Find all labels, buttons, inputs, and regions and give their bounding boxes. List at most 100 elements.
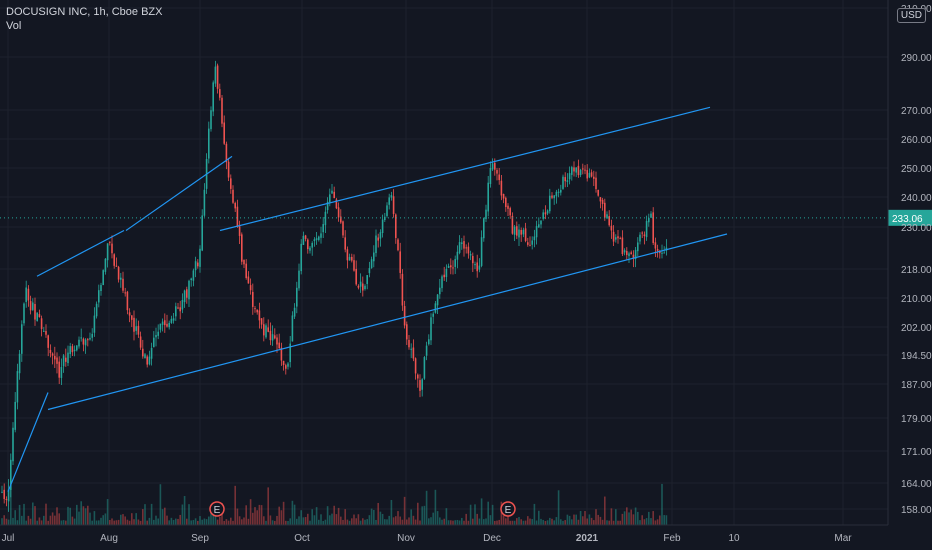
volume-bar: [150, 503, 153, 525]
candle-body: [326, 201, 329, 211]
volume-bar: [626, 507, 628, 525]
volume-bar: [643, 519, 646, 525]
volume-bar: [289, 518, 291, 525]
volume-bar: [544, 520, 547, 525]
volume-bar: [230, 517, 232, 525]
candle-body: [610, 225, 613, 231]
volume-bar: [263, 516, 265, 525]
candle-body: [302, 235, 305, 245]
candle-body: [606, 214, 608, 219]
candle-body: [3, 489, 5, 499]
candle-body: [560, 189, 562, 193]
volume-bar: [32, 502, 34, 525]
candle-body: [509, 208, 511, 216]
volume-bar: [491, 504, 494, 525]
volume-bar: [216, 519, 219, 525]
candle-body: [595, 177, 597, 190]
y-tick-label: 210.00: [901, 294, 932, 305]
candle-body: [340, 216, 342, 223]
candle-body: [535, 226, 538, 238]
candle-body: [155, 334, 157, 338]
volume-bar: [564, 520, 566, 525]
volume-bar: [315, 507, 318, 525]
candle-body: [395, 214, 397, 238]
volume-bar: [428, 518, 430, 525]
candle-body: [362, 283, 364, 291]
candle-body: [128, 312, 131, 316]
volume-bar: [190, 520, 192, 525]
volume-bar: [153, 519, 155, 525]
volume-bar: [582, 516, 584, 525]
volume-bar: [593, 520, 595, 525]
volume-bar: [115, 520, 118, 525]
candle-body: [474, 264, 476, 266]
volume-bar: [186, 518, 188, 525]
volume-bar: [597, 514, 599, 525]
volume-bar: [56, 507, 58, 525]
currency-badge[interactable]: USD: [896, 8, 926, 23]
volume-bar: [274, 520, 276, 525]
y-tick-label: 270.00: [901, 106, 932, 117]
volume-bar: [511, 520, 514, 525]
candle-body: [533, 236, 536, 241]
candle-body: [265, 325, 267, 338]
volume-bar: [194, 518, 197, 525]
candle-body: [38, 314, 41, 318]
candle-body: [7, 489, 10, 502]
candle-body: [423, 357, 426, 379]
candle-body: [500, 180, 503, 196]
y-tick-label: 158.00: [901, 505, 932, 516]
volume-bar: [62, 520, 65, 525]
volume-bar: [117, 519, 120, 525]
volume-bar: [128, 520, 131, 525]
candle-body: [225, 143, 228, 163]
volume-indicator-label[interactable]: Vol: [6, 20, 22, 32]
candle-body: [450, 265, 452, 268]
candle-body: [175, 306, 177, 317]
volume-bar: [260, 505, 263, 525]
volume-bar: [599, 516, 602, 525]
candle-body: [513, 226, 516, 235]
volume-bar: [432, 512, 434, 525]
volume-bar: [170, 517, 173, 525]
volume-bar: [423, 505, 426, 525]
volume-bar: [494, 520, 496, 525]
candle-body: [626, 251, 628, 255]
volume-bar: [146, 520, 148, 525]
volume-bar: [443, 518, 445, 525]
volume-bar: [192, 520, 195, 525]
volume-bar: [269, 515, 272, 525]
candle-body: [293, 307, 296, 317]
symbol-title[interactable]: DOCUSIGN INC, 1h, Cboe BZX: [6, 6, 163, 18]
candle-body: [150, 347, 153, 359]
volume-bar: [577, 519, 580, 525]
candle-body: [540, 220, 542, 225]
y-tick-label: 250.00: [901, 164, 932, 175]
y-tick-label: 179.00: [901, 414, 932, 425]
candle-body: [5, 498, 8, 500]
candle-body: [309, 247, 311, 251]
volume-bar: [89, 512, 91, 525]
volume-bar: [408, 517, 410, 525]
candle-body: [49, 349, 52, 354]
volume-bar: [333, 505, 335, 525]
volume-bar: [175, 518, 177, 525]
candle-body: [227, 161, 230, 178]
volume-bar: [232, 520, 234, 525]
volume-bar: [584, 511, 586, 525]
candle-body: [410, 348, 412, 350]
candle-body: [203, 189, 206, 216]
volume-bar: [412, 515, 415, 525]
volume-bar: [38, 517, 41, 525]
volume-bar: [496, 520, 498, 525]
candle-body: [384, 216, 386, 221]
volume-bar: [91, 520, 93, 525]
candle-body: [553, 195, 555, 199]
volume-bar: [271, 520, 274, 525]
volume-bar: [29, 518, 32, 525]
volume-bar: [126, 519, 129, 525]
volume-bar: [480, 498, 483, 525]
y-tick-label: 230.00: [901, 223, 932, 234]
